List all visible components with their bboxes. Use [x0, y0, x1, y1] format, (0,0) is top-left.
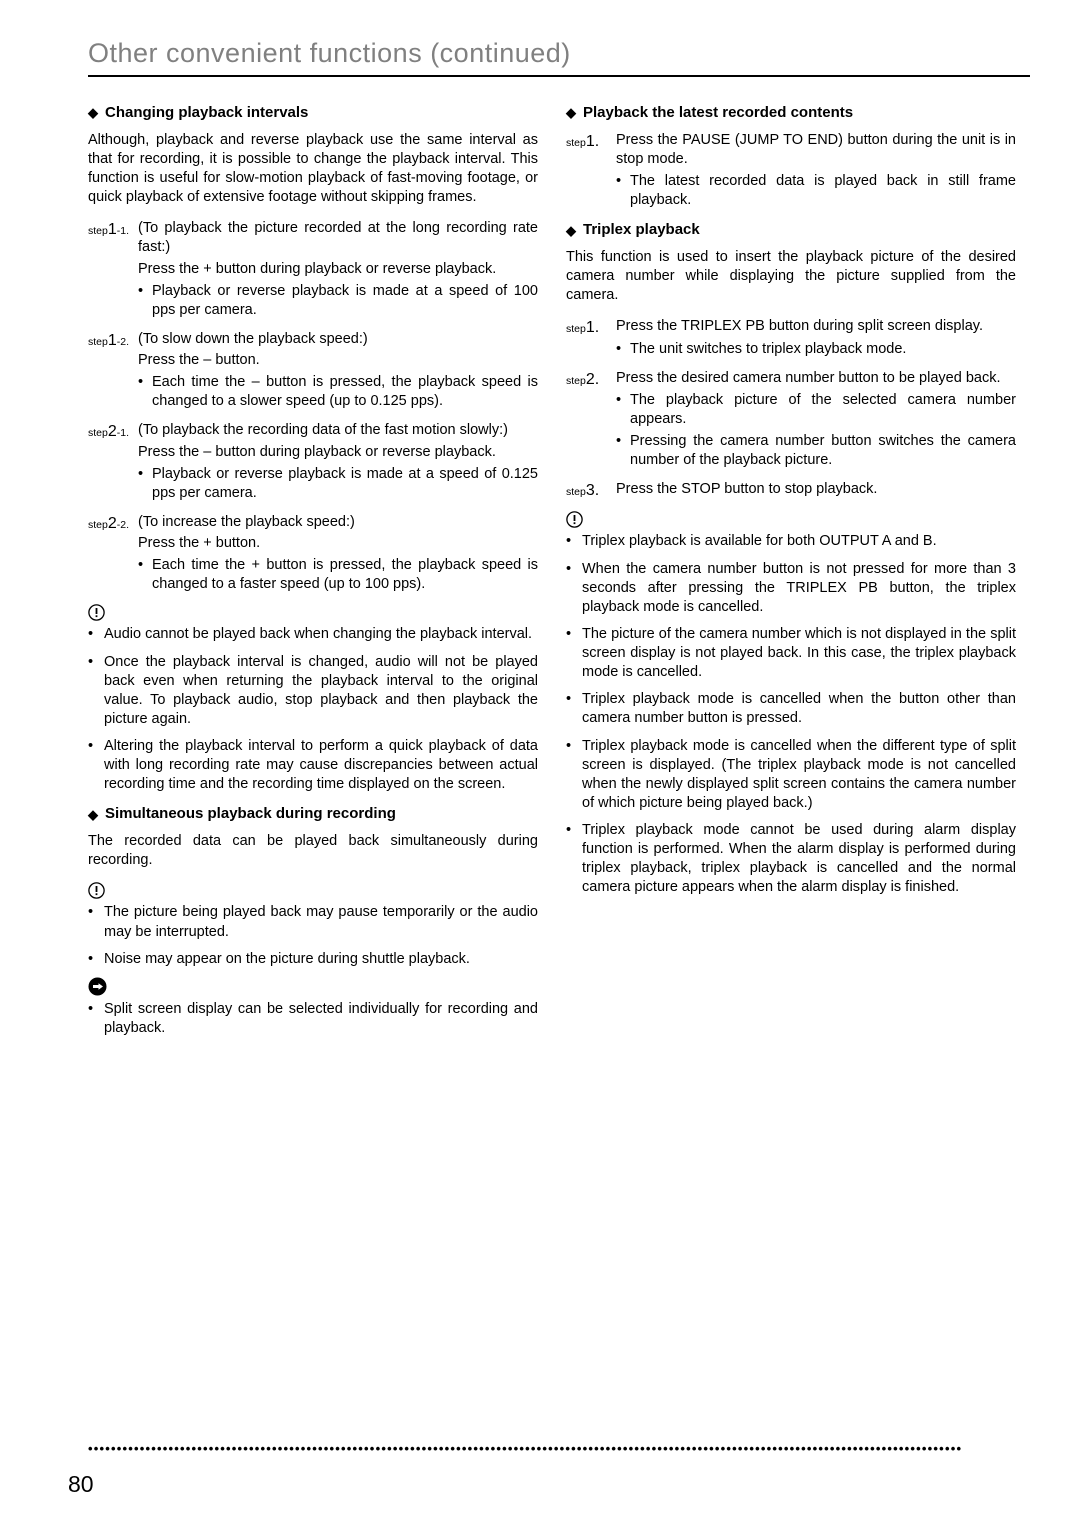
subhead-text: Triplex playback: [583, 220, 700, 240]
step-body: Press the PAUSE (JUMP TO END) button dur…: [616, 131, 1016, 211]
note-bullet: •Altering the playback interval to perfo…: [88, 737, 538, 794]
step-lead: (To playback the picture recorded at the…: [138, 219, 538, 257]
note-bullet: •Split screen display can be selected in…: [88, 1000, 538, 1038]
step-sub: •The unit switches to triplex playback m…: [616, 340, 1016, 359]
step-sub: •Pressing the camera number button switc…: [616, 432, 1016, 470]
subhead-triplex: ◆ Triplex playback: [566, 220, 1016, 240]
step-t1: step1. Press the TRIPLEX PB button durin…: [566, 317, 1016, 358]
step-body: (To playback the recording data of the f…: [138, 421, 538, 503]
step-label: step2-1.: [88, 421, 138, 503]
step-lead: (To slow down the playback speed:): [138, 330, 538, 349]
step-t2: step2. Press the desired camera number b…: [566, 369, 1016, 471]
step-instruction: Press the TRIPLEX PB button during split…: [616, 317, 1016, 336]
page-number: 80: [68, 1471, 94, 1498]
subhead-latest: ◆ Playback the latest recorded contents: [566, 103, 1016, 123]
caution-icon: [88, 604, 538, 621]
step-body: Press the TRIPLEX PB button during split…: [616, 317, 1016, 358]
step-label: step3.: [566, 480, 616, 501]
step-instruction: Press the + button.: [138, 534, 538, 553]
note-bullet: •Triplex playback mode is cancelled when…: [566, 690, 1016, 728]
step-instruction: Press the + button during playback or re…: [138, 260, 538, 279]
step-r1: step1. Press the PAUSE (JUMP TO END) but…: [566, 131, 1016, 211]
step-label: step1.: [566, 317, 616, 358]
note-bullet: •Triplex playback mode is cancelled when…: [566, 737, 1016, 814]
step-lead: (To increase the playback speed:): [138, 513, 538, 532]
step-instruction: Press the desired camera number button t…: [616, 369, 1016, 388]
title-rule: [88, 75, 1030, 77]
caution-icon: [566, 511, 1016, 528]
intro-para: Although, playback and reverse playback …: [88, 131, 538, 208]
step-lead: (To playback the recording data of the f…: [138, 421, 538, 440]
diamond-icon: ◆: [566, 222, 576, 239]
subhead-changing-intervals: ◆ Changing playback intervals: [88, 103, 538, 123]
subhead-text: Playback the latest recorded contents: [583, 103, 853, 123]
step-body: Press the STOP button to stop playback.: [616, 480, 1016, 501]
step-sub: •Playback or reverse playback is made at…: [138, 282, 538, 320]
step-instruction: Press the STOP button to stop playback.: [616, 480, 1016, 499]
step-body: Press the desired camera number button t…: [616, 369, 1016, 471]
content-columns: ◆ Changing playback intervals Although, …: [88, 99, 1030, 1046]
step-label: step1.: [566, 131, 616, 211]
sim-intro: The recorded data can be played back sim…: [88, 832, 538, 870]
step-t3: step3. Press the STOP button to stop pla…: [566, 480, 1016, 501]
note-bullet: •Noise may appear on the picture during …: [88, 950, 538, 969]
right-column: ◆ Playback the latest recorded contents …: [566, 99, 1016, 1046]
step-instruction: Press the PAUSE (JUMP TO END) button dur…: [616, 131, 1016, 169]
note-bullet: •Triplex playback mode cannot be used du…: [566, 821, 1016, 898]
step-label: step1-2.: [88, 330, 138, 412]
note-bullet: •The picture of the camera number which …: [566, 625, 1016, 682]
step-sub: •The playback picture of the selected ca…: [616, 391, 1016, 429]
section-title: Other convenient functions (continued): [88, 38, 1030, 69]
step-body: (To slow down the playback speed:) Press…: [138, 330, 538, 412]
step-2-1: step2-1. (To playback the recording data…: [88, 421, 538, 503]
step-sub: •Playback or reverse playback is made at…: [138, 465, 538, 503]
diamond-icon: ◆: [88, 104, 98, 121]
step-label: step2-2.: [88, 513, 138, 595]
dotted-separator: ••••••••••••••••••••••••••••••••••••••••…: [88, 1441, 1080, 1456]
triplex-intro: This function is used to insert the play…: [566, 248, 1016, 305]
step-label: step1-1.: [88, 219, 138, 320]
step-body: (To playback the picture recorded at the…: [138, 219, 538, 320]
note-bullet: •Audio cannot be played back when changi…: [88, 625, 538, 644]
step-body: (To increase the playback speed:) Press …: [138, 513, 538, 595]
note-bullet: •The picture being played back may pause…: [88, 903, 538, 941]
note-bullet: •Triplex playback is available for both …: [566, 532, 1016, 551]
left-column: ◆ Changing playback intervals Although, …: [88, 99, 538, 1046]
step-label: step2.: [566, 369, 616, 471]
step-instruction: Press the – button.: [138, 351, 538, 370]
diamond-icon: ◆: [88, 806, 98, 823]
step-instruction: Press the – button during playback or re…: [138, 443, 538, 462]
arrow-icon: [88, 977, 538, 996]
note-bullet: •When the camera number button is not pr…: [566, 560, 1016, 617]
step-1-2: step1-2. (To slow down the playback spee…: [88, 330, 538, 412]
subhead-text: Simultaneous playback during recording: [105, 804, 396, 824]
caution-icon: [88, 882, 538, 899]
step-sub: •Each time the + button is pressed, the …: [138, 556, 538, 594]
subhead-simultaneous: ◆ Simultaneous playback during recording: [88, 804, 538, 824]
step-1-1: step1-1. (To playback the picture record…: [88, 219, 538, 320]
note-bullet: •Once the playback interval is changed, …: [88, 653, 538, 730]
step-sub: •The latest recorded data is played back…: [616, 172, 1016, 210]
step-sub: •Each time the – button is pressed, the …: [138, 373, 538, 411]
diamond-icon: ◆: [566, 104, 576, 121]
subhead-text: Changing playback intervals: [105, 103, 308, 123]
step-2-2: step2-2. (To increase the playback speed…: [88, 513, 538, 595]
